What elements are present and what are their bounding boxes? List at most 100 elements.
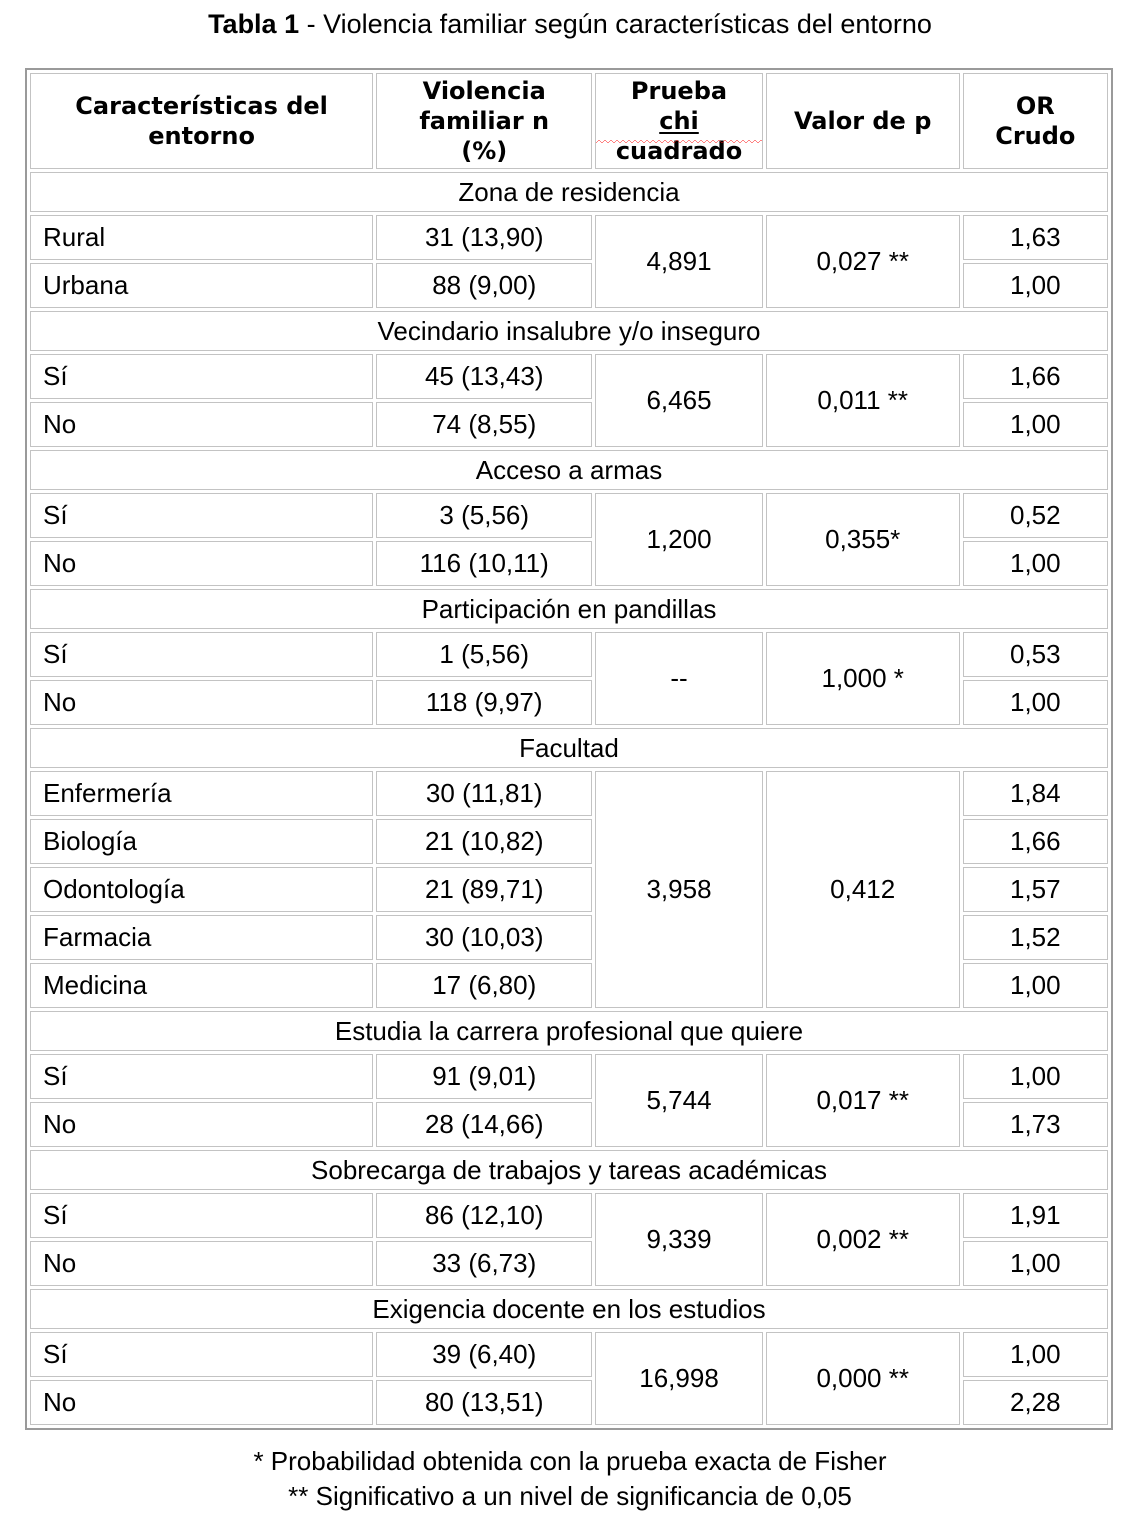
section-title: Participación en pandillas bbox=[30, 589, 1108, 630]
table-row: Sí 91 (9,01) 5,744 0,017 ** 1,00 bbox=[30, 1054, 1108, 1148]
cell-p: 0,412 bbox=[765, 771, 960, 1009]
cell-or: 1,57 bbox=[962, 867, 1108, 913]
row-label: Sí bbox=[30, 632, 374, 678]
table-caption: Tabla 1 - Violencia familiar según carac… bbox=[0, 8, 1140, 40]
table-row: Sí 3 (5,56) 1,200 0,355* 0,52 bbox=[30, 493, 1108, 587]
cell-n-pct: 74 (8,55) bbox=[376, 402, 593, 448]
row-label: No bbox=[30, 402, 374, 448]
row-label: Urbana bbox=[30, 263, 374, 309]
cell-p: 0,011 ** bbox=[765, 354, 960, 448]
row-label: No bbox=[30, 541, 374, 587]
table-row: Urbana 88 (9,00) 1,00 bbox=[30, 263, 1108, 309]
header-line: Valor de p bbox=[794, 107, 932, 136]
cell-n-pct: 31 (13,90) bbox=[376, 215, 593, 261]
row-label: No bbox=[30, 1102, 374, 1148]
cell-p: 1,000 * bbox=[765, 632, 960, 726]
row-label: Sí bbox=[30, 1332, 374, 1378]
row-label: Biología bbox=[30, 819, 374, 865]
row-label: Medicina bbox=[30, 963, 374, 1009]
section-header-row: Acceso a armas bbox=[30, 450, 1108, 491]
cell-n-pct: 45 (13,43) bbox=[376, 354, 593, 400]
row-label: Rural bbox=[30, 215, 374, 261]
section-title: Acceso a armas bbox=[30, 450, 1108, 491]
footnote-significance: ** Significativo a un nivel de significa… bbox=[288, 1480, 852, 1511]
cell-n-pct: 1 (5,56) bbox=[376, 632, 593, 678]
section-header-row: Estudia la carrera profesional que quier… bbox=[30, 1011, 1108, 1052]
cell-or: 1,91 bbox=[962, 1193, 1108, 1239]
page: { "title": { "prefix": "Tabla 1", "rest"… bbox=[0, 8, 1140, 1532]
cell-chi: 4,891 bbox=[595, 215, 763, 309]
table-row: No 80 (13,51) 2,28 bbox=[30, 1380, 1108, 1426]
table-row: Sí 1 (5,56) -- 1,000 * 0,53 bbox=[30, 632, 1108, 726]
section-header-row: Vecindario insalubre y/o inseguro bbox=[30, 311, 1108, 352]
section-header-row: Facultad bbox=[30, 728, 1108, 769]
cell-n-pct: 80 (13,51) bbox=[376, 1380, 593, 1426]
header-line: OR bbox=[1015, 92, 1055, 121]
row-label: Sí bbox=[30, 1193, 374, 1239]
row-label: Odontología bbox=[30, 867, 374, 913]
table-caption-number: Tabla 1 bbox=[208, 9, 300, 39]
table-row: Farmacia 30 (10,03) 1,52 bbox=[30, 915, 1108, 961]
table-row: No 33 (6,73) 1,00 bbox=[30, 1241, 1108, 1287]
cell-p: 0,000 ** bbox=[765, 1332, 960, 1426]
table-row: Odontología 21 (89,71) 1,57 bbox=[30, 867, 1108, 913]
header-row: Características del entorno Violencia fa… bbox=[30, 73, 1108, 170]
table-row: Sí 39 (6,40) 16,998 0,000 ** 1,00 bbox=[30, 1332, 1108, 1426]
table-row: No 116 (10,11) 1,00 bbox=[30, 541, 1108, 587]
cell-or: 1,00 bbox=[962, 680, 1108, 726]
section-title: Facultad bbox=[30, 728, 1108, 769]
header-line: entorno bbox=[148, 122, 255, 151]
cell-p: 0,355* bbox=[765, 493, 960, 587]
row-label: No bbox=[30, 680, 374, 726]
cell-or: 0,53 bbox=[962, 632, 1108, 678]
section-title: Sobrecarga de trabajos y tareas académic… bbox=[30, 1150, 1108, 1191]
table-row: No 74 (8,55) 1,00 bbox=[30, 402, 1108, 448]
cell-or: 1,00 bbox=[962, 1054, 1108, 1100]
cell-chi: 16,998 bbox=[595, 1332, 763, 1426]
table-row: No 28 (14,66) 1,73 bbox=[30, 1102, 1108, 1148]
section-title: Zona de residencia bbox=[30, 172, 1108, 213]
spellchecked-word-chi: chi bbox=[596, 106, 762, 145]
cell-n-pct: 116 (10,11) bbox=[376, 541, 593, 587]
cell-p: 0,017 ** bbox=[765, 1054, 960, 1148]
row-label: Farmacia bbox=[30, 915, 374, 961]
cell-or: 1,00 bbox=[962, 1241, 1108, 1287]
table-row: Sí 45 (13,43) 6,465 0,011 ** 1,66 bbox=[30, 354, 1108, 448]
cell-n-pct: 28 (14,66) bbox=[376, 1102, 593, 1148]
table-row: Enfermería 30 (11,81) 3,958 0,412 1,84 bbox=[30, 771, 1108, 1009]
header-valor-p: Valor de p bbox=[765, 73, 960, 170]
cell-n-pct: 3 (5,56) bbox=[376, 493, 593, 539]
row-label: Sí bbox=[30, 493, 374, 539]
table-row: Medicina 17 (6,80) 1,00 bbox=[30, 963, 1108, 1009]
cell-chi: 5,744 bbox=[595, 1054, 763, 1148]
cell-p: 0,027 ** bbox=[765, 215, 960, 309]
row-label: No bbox=[30, 1241, 374, 1287]
cell-n-pct: 17 (6,80) bbox=[376, 963, 593, 1009]
table-row: No 118 (9,97) 1,00 bbox=[30, 680, 1108, 726]
section-header-row: Participación en pandillas bbox=[30, 589, 1108, 630]
cell-chi: -- bbox=[595, 632, 763, 726]
row-label: No bbox=[30, 1380, 374, 1426]
footnotes: * Probabilidad obtenida con la prueba ex… bbox=[0, 1444, 1140, 1513]
cell-n-pct: 21 (10,82) bbox=[376, 819, 593, 865]
cell-or: 1,52 bbox=[962, 915, 1108, 961]
cell-or: 1,00 bbox=[962, 541, 1108, 587]
cell-or: 2,28 bbox=[962, 1380, 1108, 1426]
cell-chi: 6,465 bbox=[595, 354, 763, 448]
cell-or: 1,84 bbox=[962, 771, 1108, 817]
cell-or: 1,66 bbox=[962, 354, 1108, 400]
row-label: Enfermería bbox=[30, 771, 374, 817]
cell-chi: 1,200 bbox=[595, 493, 763, 587]
header-line: Crudo bbox=[995, 122, 1076, 151]
section-header-row: Sobrecarga de trabajos y tareas académic… bbox=[30, 1150, 1108, 1191]
header-caracteristicas: Características del entorno bbox=[30, 73, 374, 170]
cell-n-pct: 30 (10,03) bbox=[376, 915, 593, 961]
table-row: Sí 86 (12,10) 9,339 0,002 ** 1,91 bbox=[30, 1193, 1108, 1287]
cell-or: 0,52 bbox=[962, 493, 1108, 539]
header-violencia-familiar: Violencia familiar n (%) bbox=[376, 73, 593, 170]
table-row: Biología 21 (10,82) 1,66 bbox=[30, 819, 1108, 865]
footnote-fisher: * Probabilidad obtenida con la prueba ex… bbox=[253, 1446, 887, 1477]
table-row: Rural 31 (13,90) 4,891 0,027 ** 1,63 bbox=[30, 215, 1108, 309]
cell-or: 1,00 bbox=[962, 402, 1108, 448]
header-line: familiar n bbox=[419, 107, 550, 136]
